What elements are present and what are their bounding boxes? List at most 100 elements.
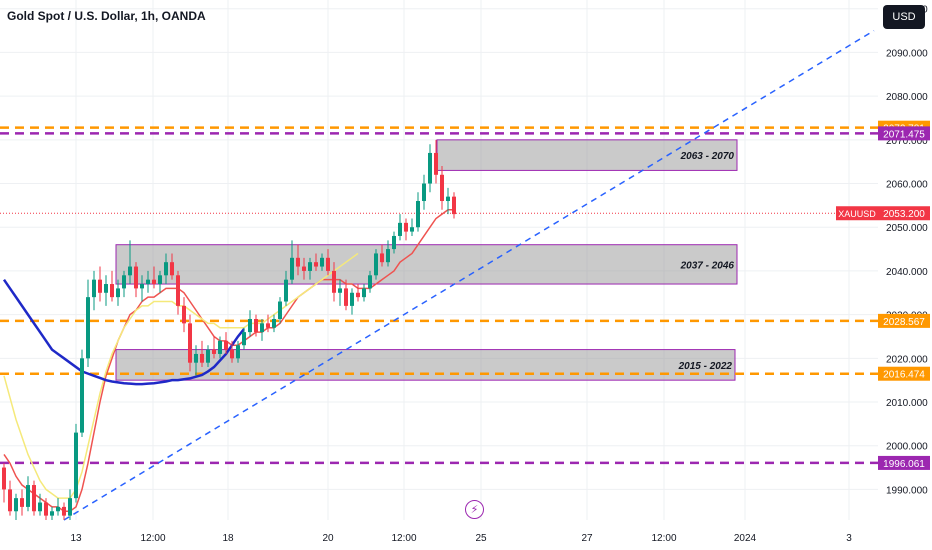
- level-tag-label: 2016.474: [883, 370, 925, 381]
- level-tag: [878, 126, 930, 141]
- candle-body: [374, 253, 378, 276]
- trend-line: [63, 29, 875, 521]
- moving-average-line: [3, 208, 454, 513]
- candle-body: [392, 235, 396, 250]
- candle-body: [62, 506, 66, 516]
- candle-body: [2, 467, 6, 490]
- zones: [115, 139, 738, 381]
- candle: [368, 270, 372, 293]
- candle-body: [50, 511, 54, 516]
- candle: [188, 314, 192, 372]
- level-tag: [878, 366, 930, 381]
- candle-body: [326, 257, 330, 271]
- candle-body: [170, 262, 174, 276]
- candle: [26, 476, 30, 512]
- level-tag-label: 1996.061: [883, 459, 925, 470]
- price-zone: [115, 349, 736, 381]
- candle-body: [338, 288, 342, 293]
- moving-average-line: [3, 252, 359, 499]
- candle-body: [242, 332, 246, 346]
- x-tick-label: 20: [322, 533, 334, 544]
- candle: [452, 192, 456, 219]
- candle: [338, 279, 342, 306]
- candle: [116, 279, 120, 306]
- candle: [104, 275, 108, 306]
- candle: [290, 240, 294, 285]
- candle-body: [194, 353, 198, 363]
- currency-button[interactable]: USD: [883, 5, 925, 29]
- candle-body: [296, 257, 300, 267]
- level-tag-label: 2071.475: [883, 129, 925, 140]
- candle-body: [266, 323, 270, 328]
- candle-body: [110, 284, 114, 298]
- zone-label: 2063 - 2070: [680, 151, 735, 162]
- candle: [206, 345, 210, 368]
- candle: [314, 253, 318, 271]
- candle-body: [362, 288, 366, 298]
- candle-body: [20, 498, 24, 507]
- level-lines: [0, 126, 878, 465]
- candle-body: [56, 506, 60, 512]
- candle-body: [440, 174, 444, 202]
- candle: [200, 340, 204, 368]
- candle: [182, 297, 186, 333]
- y-tick-label: 2070.000: [886, 136, 928, 147]
- y-tick-label: 2000.000: [886, 442, 928, 453]
- candle: [278, 297, 282, 324]
- x-tick-label: 12:00: [140, 533, 165, 544]
- x-tick-label: 2024: [734, 533, 757, 544]
- candle: [146, 270, 150, 293]
- candle-body: [122, 275, 126, 289]
- candle: [170, 253, 174, 280]
- candle-body: [158, 275, 162, 285]
- y-tick-label: 2040.000: [886, 267, 928, 278]
- price-tag-label: 2053.200: [883, 209, 925, 220]
- time-axis[interactable]: 13 12:00 18 20 12:00 25 27 12:00 2024 3: [70, 533, 852, 544]
- trend: [63, 29, 875, 521]
- candle: [350, 288, 354, 315]
- candle: [332, 262, 336, 302]
- candle-body: [302, 266, 306, 271]
- candle: [302, 257, 306, 280]
- candle: [98, 266, 102, 302]
- y-tick-label: 1990.000: [886, 485, 928, 496]
- candle-body: [38, 502, 42, 512]
- y-tick-label: 2060.000: [886, 180, 928, 191]
- candle-body: [422, 183, 426, 202]
- lightning-bolt-icon[interactable]: ⚡︎: [465, 500, 484, 519]
- zone-labels: 2063 - 2070 2037 - 2046 2015 - 2022: [678, 151, 735, 372]
- candle: [44, 498, 48, 520]
- candle-body: [434, 152, 438, 175]
- candle-body: [446, 196, 450, 202]
- candles[interactable]: [2, 139, 456, 520]
- candle-body: [92, 279, 96, 298]
- candle-body: [356, 292, 360, 298]
- candle-body: [104, 284, 108, 293]
- candle: [284, 270, 288, 306]
- candle: [92, 270, 96, 311]
- candle: [50, 506, 54, 520]
- candle: [236, 340, 240, 363]
- candle-body: [386, 249, 390, 263]
- candle-body: [254, 318, 258, 333]
- candle-body: [206, 349, 210, 363]
- candle-body: [212, 349, 216, 354]
- candle: [344, 279, 348, 311]
- candle: [224, 332, 228, 354]
- candle: [362, 284, 366, 302]
- price-axis[interactable]: 1990.0002000.0002010.0002020.0002030.000…: [836, 5, 930, 497]
- candle: [248, 310, 252, 337]
- candle-body: [140, 284, 144, 289]
- chart-title: Gold Spot / U.S. Dollar, 1h, OANDA: [7, 9, 206, 23]
- candle-body: [152, 279, 156, 285]
- x-tick-label: 3: [846, 533, 852, 544]
- candle: [218, 336, 222, 359]
- zone-label: 2037 - 2046: [680, 260, 735, 271]
- candle-body: [398, 222, 402, 236]
- candle: [68, 489, 72, 520]
- candle-body: [272, 318, 276, 328]
- candle-body: [182, 305, 186, 324]
- candle-body: [200, 353, 204, 363]
